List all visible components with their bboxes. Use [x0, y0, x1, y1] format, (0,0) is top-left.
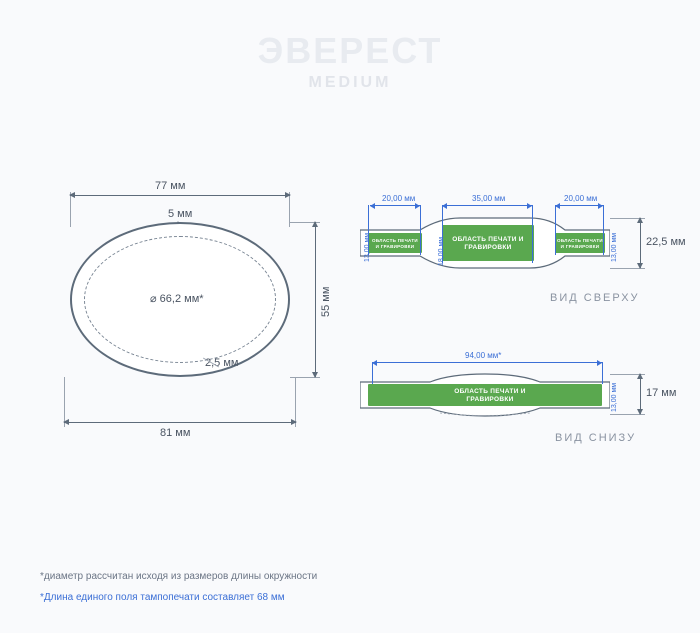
- footnote-print-length: *Длина единого поля тампопечати составля…: [40, 592, 317, 603]
- blue-dim-h-mid: 18,00 мм: [438, 237, 445, 266]
- bracelet-bottom-view: ОБЛАСТЬ ПЕЧАТИ И ГРАВИРОВКИ: [360, 372, 610, 418]
- blue-dim-line: [372, 362, 602, 363]
- blue-dim-h: 13,00 мм: [611, 383, 618, 412]
- ext-line: [372, 362, 373, 384]
- ext-line: [602, 362, 603, 384]
- view-label-bottom: ВИД СНИЗУ: [555, 432, 636, 444]
- print-zone-label: ОБЛАСТЬ ПЕЧАТИ И ГРАВИРОВКИ: [450, 388, 530, 404]
- blue-dim-seg1: 20,00 мм: [382, 194, 415, 203]
- product-title: ЭВЕРЕСТ: [0, 30, 700, 72]
- bracelet-top-view: ОБЛАСТЬ ПЕЧАТИ И ГРАВИРОВКИ ОБЛАСТЬ ПЕЧА…: [360, 214, 610, 272]
- blue-dim-seg2: 35,00 мм: [472, 194, 505, 203]
- diameter-label: ⌀ 66,2 мм*: [150, 292, 204, 305]
- product-subtitle: MEDIUM: [0, 74, 700, 92]
- dim-top-height: 22,5 мм: [646, 236, 686, 248]
- blue-dim-line: [370, 205, 420, 206]
- right-diagrams: ОБЛАСТЬ ПЕЧАТИ И ГРАВИРОВКИ ОБЛАСТЬ ПЕЧА…: [350, 162, 680, 502]
- dim-bottom-width: 81 мм: [160, 427, 190, 439]
- ext-line: [420, 205, 421, 255]
- dim-line: [640, 374, 641, 414]
- print-zone-label: ОБЛАСТЬ ПЕЧАТИ И ГРАВИРОВКИ: [557, 238, 603, 249]
- blue-dim-line: [442, 205, 532, 206]
- left-diagram: 77 мм 5 мм ⌀ 66,2 мм* 2,5 мм 55 мм 81 мм: [50, 162, 310, 462]
- blue-dim-h-left: 13,00 мм: [364, 233, 371, 262]
- footnote-diameter: *диаметр рассчитан исходя из размеров дл…: [40, 571, 317, 582]
- print-zone-label: ОБЛАСТЬ ПЕЧАТИ И ГРАВИРОВКИ: [446, 236, 530, 252]
- ext-line: [532, 205, 533, 263]
- blue-dim-h-right: 13,00 мм: [611, 233, 618, 262]
- blue-dim-line: [555, 205, 603, 206]
- ext-line: [555, 205, 556, 255]
- blue-dim-seg3: 20,00 мм: [564, 194, 597, 203]
- view-label-top: ВИД СВЕРХУ: [550, 292, 640, 304]
- ext-line: [603, 205, 604, 255]
- dim-bottom-height: 17 мм: [646, 387, 676, 399]
- print-zone-label: ОБЛАСТЬ ПЕЧАТИ И ГРАВИРОВКИ: [370, 238, 420, 249]
- diagram-area: 77 мм 5 мм ⌀ 66,2 мм* 2,5 мм 55 мм 81 мм: [0, 122, 700, 502]
- blue-dim-width: 94,00 мм*: [465, 351, 501, 360]
- dim-line: [70, 195, 290, 196]
- dim-top-inset: 5 мм: [168, 208, 192, 220]
- dim-line: [640, 218, 641, 268]
- dim-top-width: 77 мм: [155, 180, 185, 192]
- dim-line: [64, 422, 296, 423]
- footnotes: *диаметр рассчитан исходя из размеров дл…: [40, 571, 317, 603]
- dim-height: 55 мм: [320, 287, 332, 317]
- dim-line: [315, 222, 316, 377]
